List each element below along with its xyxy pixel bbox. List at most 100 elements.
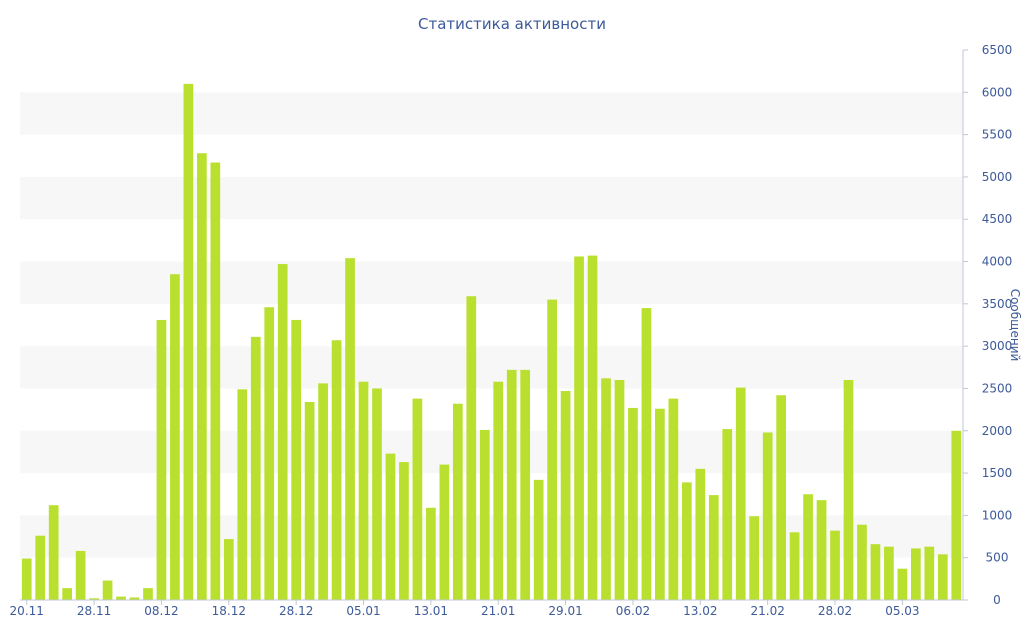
x-tick-label: 29.01 [548,604,582,618]
bar [547,299,557,600]
x-tick-label: 06.02 [616,604,650,618]
y-tick-label: 2000 [982,424,1013,438]
x-tick-label: 18.12 [212,604,246,618]
x-tick-label: 20.11 [10,604,44,618]
bar [533,479,544,600]
x-tick-label: 05.01 [346,604,380,618]
bar [143,588,153,600]
bar [789,532,800,600]
bar [830,530,840,600]
bar [479,429,490,600]
bar [439,464,450,600]
bar [641,308,652,600]
bar [937,554,948,600]
bar [843,380,854,600]
y-tick-label: 5500 [982,128,1013,142]
y-tick-label: 3500 [982,297,1013,311]
bar [924,546,935,600]
bar [708,495,719,600]
x-tick-label: 28.12 [279,604,313,618]
bar [277,264,288,600]
y-tick-label: 6000 [982,85,1013,99]
bar [466,296,477,600]
bar [250,336,261,600]
chart-title: Статистика активности [418,15,606,33]
grid-band [20,176,963,220]
bar [803,494,813,600]
bar [776,395,786,600]
bar [385,453,396,600]
x-tick-label: 28.02 [818,604,852,618]
bar [318,383,328,600]
bar [331,340,342,600]
bar [156,319,167,600]
x-tick-label: 05.03 [885,604,919,618]
bar [681,482,692,600]
bar [520,369,531,600]
bar [210,162,221,601]
bar [223,539,234,600]
bar [762,432,773,600]
bar [35,535,46,600]
y-tick-label: 4500 [982,212,1013,226]
bar [722,429,733,600]
grid-band [20,261,963,304]
y-tick-label: 0 [993,593,1001,607]
x-tick-label: 13.01 [414,604,448,618]
bar [816,500,827,600]
y-tick-label: 4000 [982,255,1013,269]
bar [587,255,598,600]
bar [48,505,59,600]
bar [574,256,584,600]
bar [372,388,382,600]
bar [304,402,315,600]
bar [183,83,194,601]
bar [129,597,140,600]
bar [870,544,881,600]
bar [884,546,894,600]
x-tick-label: 08.12 [144,604,178,618]
bar [21,558,32,600]
bar [601,378,611,600]
y-axis-title: Сообщений [1008,289,1022,362]
bar [116,596,126,600]
bar [426,507,436,600]
bar [102,580,113,600]
y-tick-label: 1500 [982,466,1013,480]
y-tick-label: 2500 [982,381,1013,395]
bar [89,598,99,600]
y-tick-label: 6500 [982,43,1013,57]
bar [857,524,867,600]
y-tick-label: 1000 [982,508,1013,522]
bar [628,407,638,600]
bar [749,516,760,600]
bar [358,381,369,600]
bar [668,398,679,600]
bar [452,403,463,600]
x-tick-label: 13.02 [683,604,717,618]
bar [506,369,517,600]
x-tick-label: 28.11 [77,604,111,618]
bar [237,389,248,600]
bar [412,398,423,600]
bar [911,548,921,600]
y-tick-label: 5000 [982,170,1013,184]
bar [264,307,275,600]
bar [399,462,409,600]
bar [655,408,665,600]
x-tick-label: 21.01 [481,604,515,618]
bar [897,568,908,600]
grid-band [20,92,963,135]
bar [170,274,180,600]
bar [345,258,355,600]
bar [951,430,962,600]
bar [735,387,746,600]
bar [197,153,207,600]
y-tick-label: 500 [986,551,1009,565]
bar [560,391,571,600]
bar [291,319,302,600]
bar [75,550,86,600]
y-tick-label: 3000 [982,339,1013,353]
x-tick-label: 21.02 [750,604,784,618]
